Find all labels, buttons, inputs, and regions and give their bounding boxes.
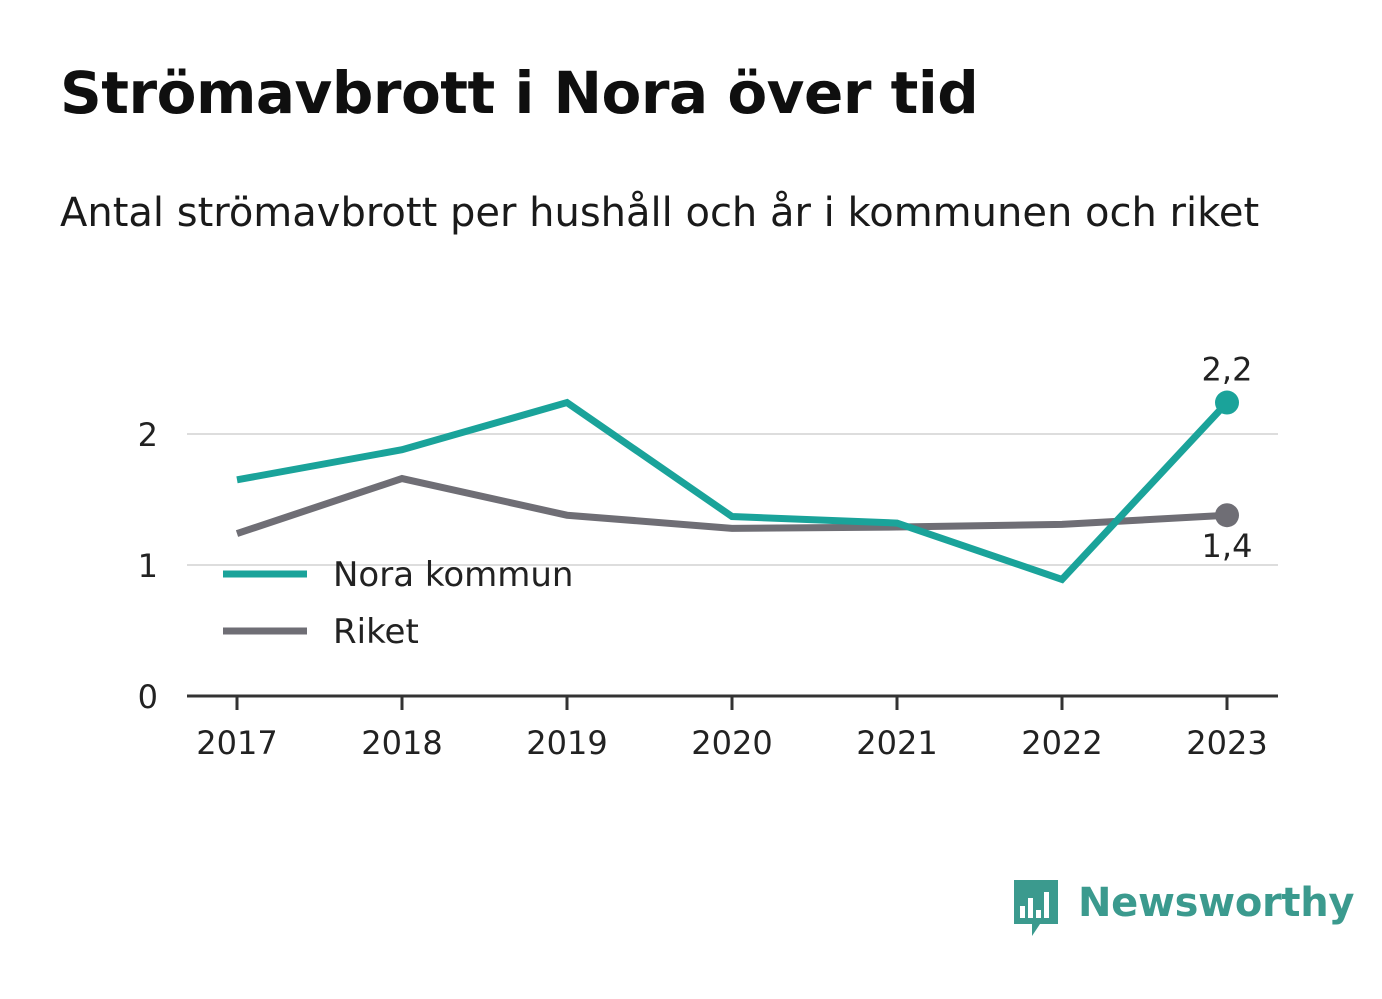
chart-subtitle: Antal strömavbrott per hushåll och år i …	[60, 190, 1260, 236]
legend-label: Riket	[333, 612, 419, 652]
x-tick-label: 2019	[526, 724, 607, 762]
newsworthy-logo-icon	[1014, 880, 1058, 936]
x-tick-label: 2017	[196, 724, 277, 762]
y-tick-label: 1	[138, 547, 158, 585]
x-tick-label: 2018	[361, 724, 442, 762]
y-tick-label: 0	[138, 678, 158, 716]
y-tick-label: 2	[138, 416, 158, 454]
series-line-riket	[235, 474, 1228, 537]
data-label-nora-kommun: 2,2	[1202, 351, 1253, 389]
end-point-nora-kommun	[1215, 390, 1239, 415]
end-point-riket	[1215, 503, 1239, 528]
x-tick-label: 2020	[691, 724, 772, 762]
legend-label: Nora kommun	[333, 555, 573, 595]
x-tick-label: 2023	[1186, 724, 1267, 762]
series-line-nora-kommun	[236, 398, 1230, 584]
data-label-riket: 1,4	[1202, 527, 1253, 565]
x-tick-label: 2022	[1021, 724, 1102, 762]
x-tick-label: 2021	[856, 724, 937, 762]
chart-title: Strömavbrott i Nora över tid	[60, 59, 979, 127]
brand-name: Newsworthy	[1078, 880, 1355, 926]
